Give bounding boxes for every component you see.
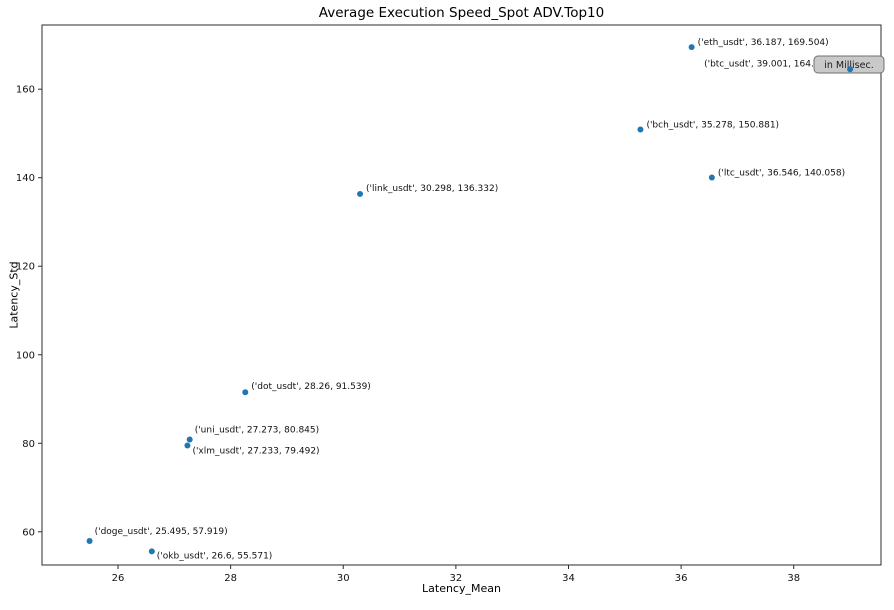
data-point-eth_usdt [688, 44, 695, 51]
x-axis-label: Latency_Mean [422, 582, 501, 595]
y-tick-label: 160 [16, 85, 35, 96]
point-annotation-eth_usdt: ('eth_usdt', 36.187, 169.504) [698, 38, 829, 48]
units-note-box [813, 55, 885, 74]
y-tick-label: 60 [22, 527, 35, 538]
y-tick-label: 140 [16, 173, 35, 184]
data-point-dot_usdt [242, 389, 249, 396]
point-annotation-xlm_usdt: ('xlm_usdt', 27.233, 79.492) [192, 447, 319, 457]
axes-layer: 26 28 30 32 34 36 38 60 80 100 120 140 160 [16, 24, 882, 584]
point-annotation-doge_usdt: ('doge_usdt', 25.495, 57.919) [95, 527, 228, 537]
y-tick-label: 80 [22, 439, 35, 450]
data-point-bch_usdt [637, 126, 644, 133]
units-note-text: in Millisec. [824, 60, 873, 71]
x-tick-label: 38 [787, 573, 800, 584]
y-axis-label: Latency_Std [7, 261, 21, 329]
points-layer [86, 44, 854, 555]
data-point-xlm_usdt [184, 442, 191, 449]
data-point-btc_usdt [847, 66, 854, 73]
data-point-doge_usdt [86, 538, 93, 545]
data-point-link_usdt [357, 190, 364, 197]
x-tick-label: 28 [224, 573, 237, 584]
plot-frame [41, 24, 882, 566]
point-annotation-dot_usdt: ('dot_usdt', 28.26, 91.539) [251, 382, 371, 392]
annotations-layer: ('eth_usdt', 36.187, 169.504) ('btc_usdt'… [95, 38, 846, 561]
point-annotation-link_usdt: ('link_usdt', 30.298, 136.332) [366, 184, 498, 194]
chart-title: Average Execution Speed_Spot ADV.Top10 [318, 5, 605, 21]
x-tick-label: 32 [450, 573, 463, 584]
point-annotation-btc_usdt: ('btc_usdt', 39.001, 164.5) [704, 59, 823, 69]
y-tick-label: 120 [16, 262, 35, 273]
point-annotation-bch_usdt: ('bch_usdt', 35.278, 150.881) [646, 121, 779, 131]
x-tick-label: 30 [337, 573, 350, 584]
x-tick-label: 26 [112, 573, 125, 584]
data-point-ltc_usdt [708, 174, 715, 181]
x-tick-label: 36 [675, 573, 688, 584]
data-point-okb_usdt [148, 548, 155, 555]
point-annotation-okb_usdt: ('okb_usdt', 26.6, 55.571) [157, 551, 273, 561]
x-tick-label: 34 [562, 573, 575, 584]
y-tick-label: 100 [16, 350, 35, 361]
data-point-uni_usdt [186, 436, 193, 443]
point-annotation-ltc_usdt: ('ltc_usdt', 36.546, 140.058) [718, 168, 845, 178]
units-note: in Millisec. [813, 55, 885, 74]
point-annotation-uni_usdt: ('uni_usdt', 27.273, 80.845) [195, 426, 319, 436]
